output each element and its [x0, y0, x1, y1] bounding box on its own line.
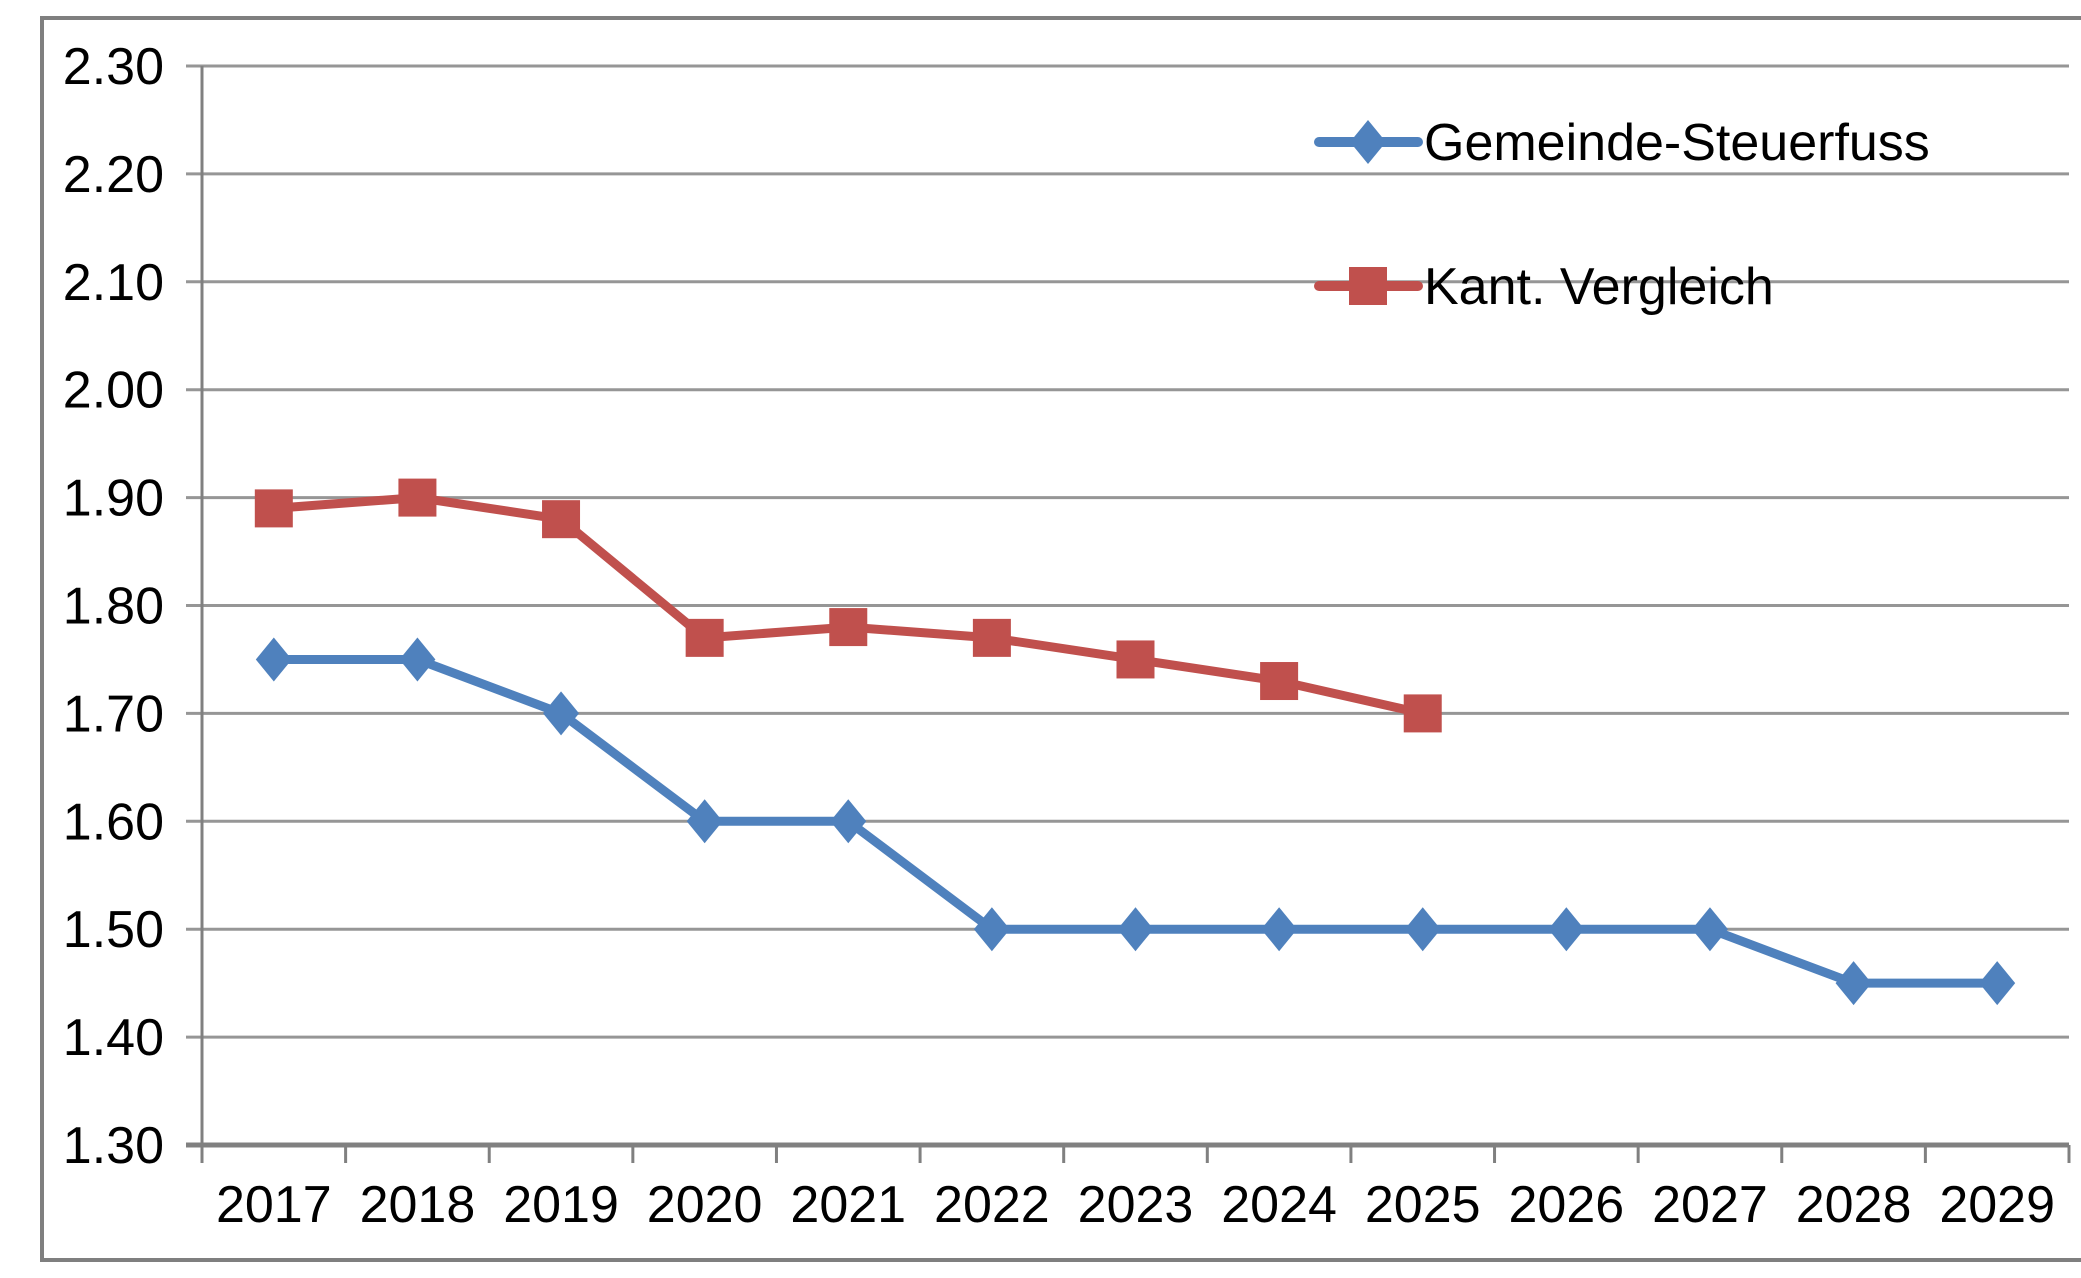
diamond-marker-legend	[1350, 120, 1386, 164]
x-axis-tick-label: 2021	[790, 1176, 906, 1234]
x-axis-tick-label: 2025	[1365, 1176, 1481, 1234]
x-axis-tick-label: 2017	[216, 1176, 332, 1234]
square-marker	[685, 618, 724, 657]
square-marker	[542, 500, 581, 539]
square-marker	[1403, 694, 1442, 733]
y-axis-tick-label: 2.30	[63, 38, 164, 96]
square-marker	[1116, 640, 1155, 679]
diamond-marker	[399, 637, 436, 682]
diamond-marker	[255, 637, 292, 682]
y-axis-tick-label: 2.00	[63, 362, 164, 420]
x-axis-tick-label: 2024	[1221, 1176, 1337, 1234]
square-marker	[398, 478, 437, 517]
x-axis-tick-label: 2028	[1796, 1176, 1912, 1234]
diamond-marker	[1979, 961, 2016, 1006]
diamond-marker	[1548, 907, 1585, 952]
y-axis-tick-label: 1.50	[63, 901, 164, 959]
square-marker	[972, 618, 1011, 657]
x-axis-tick-label: 2022	[934, 1176, 1050, 1234]
line-chart-svg: 2.30 2.20 2.10 2.00 1.90 1.80 1.70 1.60 1.50 1.40…	[63, 38, 2071, 1234]
y-axis-tick-label: 1.30	[63, 1117, 164, 1175]
x-axis-tick-label: 2020	[647, 1176, 763, 1234]
series-kant-vergleich	[254, 478, 1442, 733]
x-axis-tick-label: 2027	[1652, 1176, 1768, 1234]
x-axis-tick-label: 2029	[1939, 1176, 2055, 1234]
diamond-marker	[1835, 961, 1872, 1006]
diamond-marker	[973, 907, 1010, 952]
y-axis-tick-label: 1.90	[63, 470, 164, 528]
y-axis-tick-label: 1.60	[63, 793, 164, 851]
diamond-marker	[686, 799, 723, 844]
y-axis-tick-label: 1.40	[63, 1009, 164, 1067]
diamond-marker	[1117, 907, 1154, 952]
legend-label: Gemeinde-Steuerfuss	[1424, 114, 1930, 172]
y-axis-tick-label: 1.70	[63, 685, 164, 743]
square-marker	[829, 608, 868, 647]
legend-item-gemeinde-steuerfuss: Gemeinde-Steuerfuss	[1314, 114, 1930, 172]
square-marker	[1260, 662, 1299, 701]
series-gemeinde-steuerfuss	[255, 637, 2016, 1006]
legend-item-kant-vergleich: Kant. Vergleich	[1314, 258, 1774, 316]
diamond-marker	[1691, 907, 1728, 952]
steuerfuss-line-chart: 2.30 2.20 2.10 2.00 1.90 1.80 1.70 1.60 1.50 1.40…	[40, 16, 2081, 1262]
x-axis-tick-label: 2019	[503, 1176, 619, 1234]
y-axis-tick-label: 2.10	[63, 254, 164, 312]
diamond-marker	[830, 799, 867, 844]
square-marker-legend	[1349, 267, 1387, 305]
legend-label: Kant. Vergleich	[1424, 258, 1774, 316]
x-axis-tick-label: 2018	[360, 1176, 476, 1234]
diamond-marker	[1261, 907, 1298, 952]
diamond-marker	[543, 691, 580, 736]
x-axis-tick-label: 2023	[1078, 1176, 1194, 1234]
square-marker	[254, 489, 293, 528]
diamond-marker	[1404, 907, 1441, 952]
y-axis-tick-label: 1.80	[63, 578, 164, 636]
y-axis-tick-label: 2.20	[63, 146, 164, 204]
x-axis-tick-label: 2026	[1509, 1176, 1625, 1234]
